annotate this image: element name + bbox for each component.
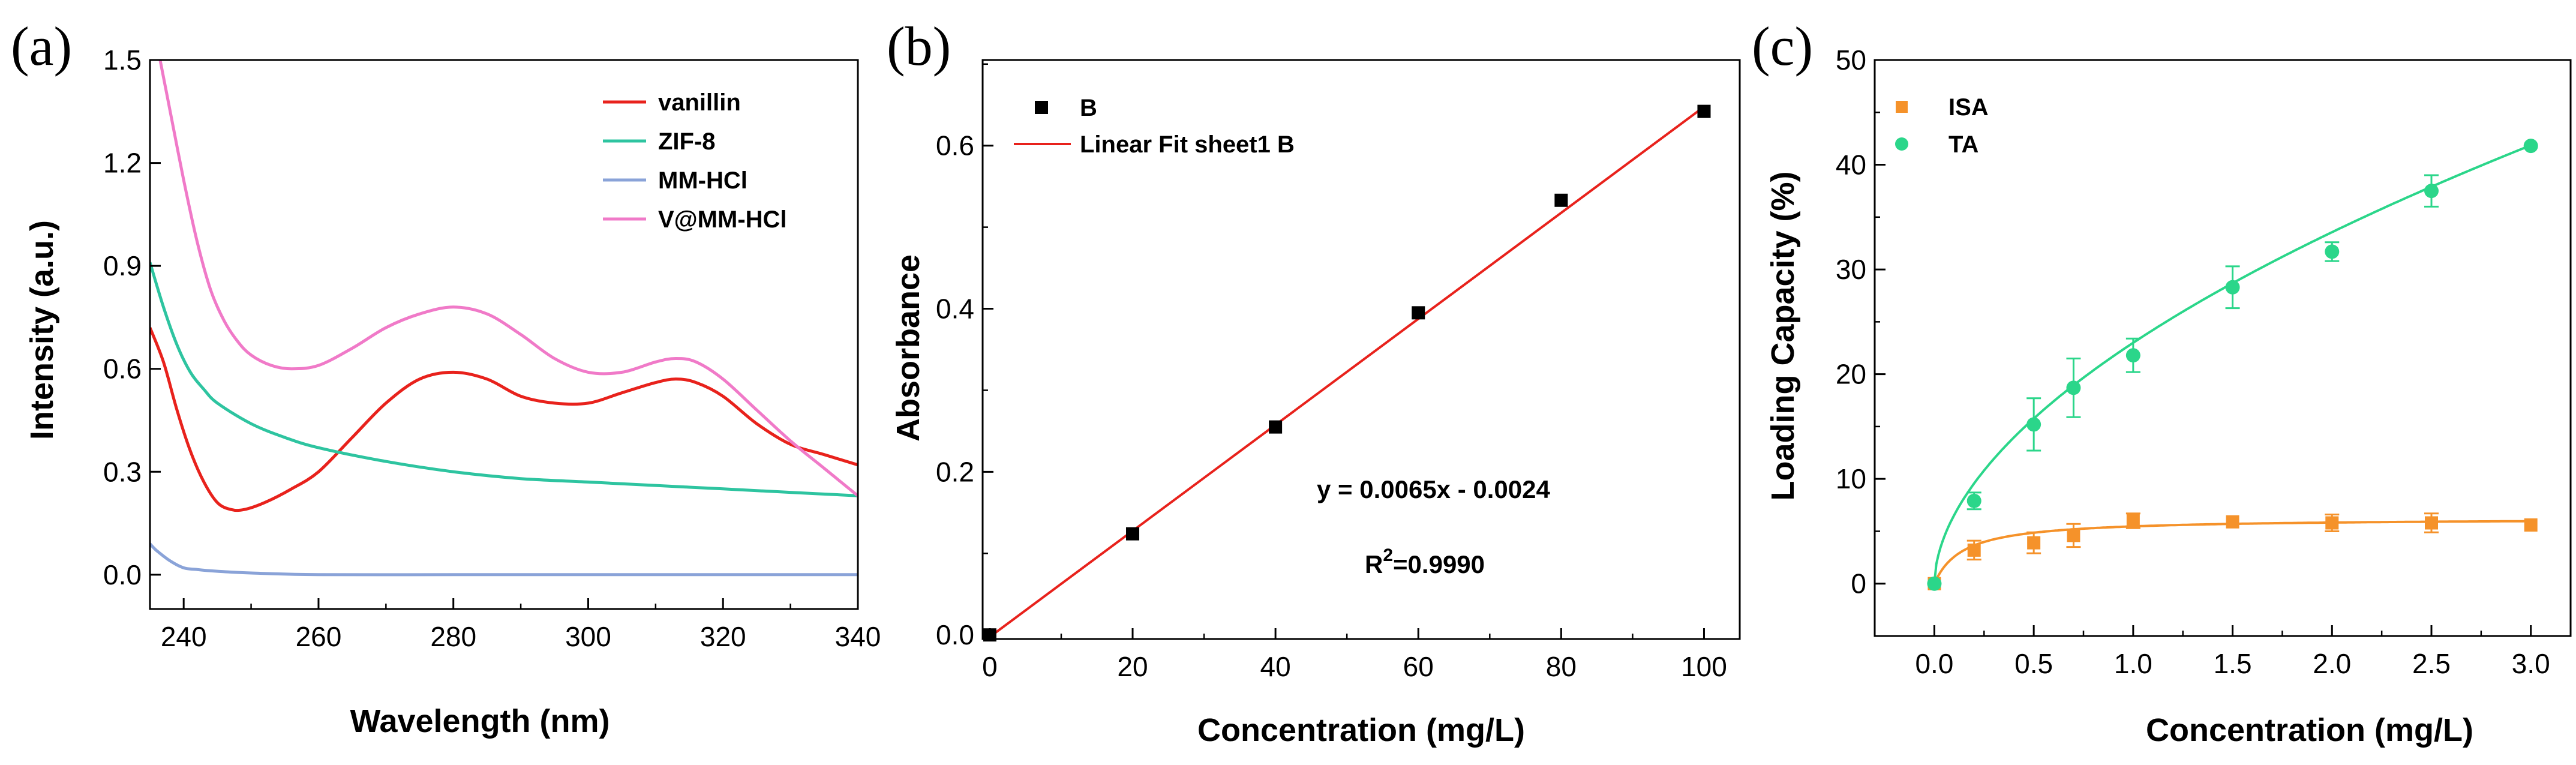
panel-c-ytick-label: 30 <box>1836 254 1866 285</box>
panel-c-xtick-label: 2.0 <box>2313 648 2351 679</box>
legend-label-a: vanillin <box>658 89 741 116</box>
fit-line <box>989 106 1705 638</box>
panel-c-xtick-label: 1.5 <box>2214 648 2252 679</box>
data-point-isa <box>2226 515 2239 529</box>
panel-a-xtick-label: 260 <box>296 621 342 652</box>
panel-c-ytick-label: 50 <box>1836 44 1866 76</box>
panel-c-xtick-label: 1.0 <box>2114 648 2152 679</box>
panel-a-ytick-label: 0.3 <box>103 456 142 487</box>
panel-a-ytick-label: 1.5 <box>103 44 142 76</box>
panel-a-ytick-label: 0.6 <box>103 353 142 385</box>
panel-a: (a) Intensity (a.u.) Wavelength (nm) 240… <box>11 16 881 739</box>
panel-a-ytick-label: 1.2 <box>103 148 142 179</box>
panel-a-xtick-label: 240 <box>161 621 207 652</box>
panel-b-ytick-label: 0.2 <box>936 456 974 487</box>
series-line-v-mm-hcl <box>158 60 858 497</box>
panel-b-xtick-label: 60 <box>1403 651 1434 682</box>
legend-label-a: ZIF-8 <box>658 128 716 155</box>
legend-label-a: V@MM-HCl <box>658 206 787 233</box>
data-point-isa <box>2126 514 2140 527</box>
panel-a-plot: 240 260 280 300 320 340 0.0 0.3 0.6 0.9 1.2 1.5 vani… <box>103 44 881 652</box>
data-point-ta <box>2523 139 2538 154</box>
panel-c-ytick-label: 40 <box>1836 149 1866 181</box>
panel-b-ylabel: Absorbance <box>890 254 926 442</box>
panel-b: (b) Absorbance Concentration (mg/L) 0 20 4… <box>887 16 1741 748</box>
legend-swatch-b <box>1035 101 1048 114</box>
panel-c-frame <box>1874 59 2572 637</box>
panel-a-xtick-label: 320 <box>700 621 746 652</box>
data-point-isa <box>1967 543 1981 557</box>
r-squared: R2=0.9990 <box>1365 545 1485 578</box>
panel-b-ytick-label: 0.0 <box>936 619 974 650</box>
panel-b-ytick-label: 0.4 <box>936 293 974 325</box>
data-point-b <box>1697 104 1711 118</box>
panel-a-ylabel: Intensity (a.u.) <box>24 220 60 440</box>
data-point-ta <box>2325 244 2340 259</box>
panel-b-plot: 0 20 40 60 80 100 0.0 0.2 0.4 0.6 B Linear Fit shee… <box>936 59 1741 682</box>
panel-b-xlabel: Concentration (mg/L) <box>1197 712 1525 748</box>
panel-c-label: (c) <box>1752 16 1813 77</box>
panel-c-ylabel: Loading Capacity (%) <box>1765 171 1801 500</box>
data-point-b <box>983 628 996 642</box>
legend-label-a: MM-HCl <box>658 167 747 194</box>
panel-b-xtick-label: 20 <box>1117 651 1148 682</box>
panel-b-xtick-label: 0 <box>982 651 998 682</box>
data-point-isa <box>2067 529 2080 542</box>
panel-c: (c) Loading Capacity (%) Concentration (… <box>1752 16 2572 748</box>
data-point-ta <box>1927 576 1942 591</box>
panel-b-frame <box>981 59 1741 640</box>
panel-a-xlabel: Wavelength (nm) <box>350 703 610 739</box>
panel-b-xtick-label: 100 <box>1681 651 1727 682</box>
panel-c-xtick-label: 3.0 <box>2512 648 2550 679</box>
panel-a-xtick-label: 280 <box>430 621 476 652</box>
panel-c-ytick-label: 20 <box>1836 359 1866 390</box>
panel-a-xtick-label: 340 <box>835 621 881 652</box>
panel-c-xtick-label: 0.5 <box>2014 648 2053 679</box>
panel-c-xtick-label: 0.0 <box>1915 648 1953 679</box>
data-point-b <box>1554 193 1568 207</box>
legend-swatch-c <box>1896 101 1908 113</box>
panel-c-plot: 0.0 0.5 1.0 1.5 2.0 2.5 3.0 0 10 20 30 40 50 ISA TA <box>1836 44 2572 679</box>
data-point-ta <box>2225 280 2240 295</box>
fit-equation: y = 0.0065x - 0.0024 <box>1317 475 1550 503</box>
panel-c-xtick-label: 2.5 <box>2412 648 2451 679</box>
fit-curve-isa <box>1933 520 2531 584</box>
panel-a-frame <box>149 59 859 610</box>
panel-a-series-group <box>150 60 858 577</box>
panel-a-ytick-label: 0.0 <box>103 559 142 590</box>
data-point-isa <box>2027 536 2041 550</box>
panel-a-label: (a) <box>11 16 72 77</box>
data-point-isa <box>2425 516 2438 530</box>
data-point-b <box>1126 527 1140 541</box>
panel-c-ytick-label: 0 <box>1851 568 1866 599</box>
data-point-ta <box>1966 493 1981 508</box>
panel-a-xtick-label: 300 <box>565 621 611 652</box>
panel-b-xtick-label: 80 <box>1546 651 1577 682</box>
series-line-vanillin <box>150 327 858 512</box>
data-point-ta <box>2026 417 2041 432</box>
panel-b-xtick-label: 40 <box>1260 651 1291 682</box>
panel-c-ytick-label: 10 <box>1836 463 1866 494</box>
data-point-b <box>1269 420 1283 434</box>
data-point-isa <box>2325 516 2339 530</box>
series-line-mm-hcl <box>150 542 858 577</box>
panel-c-xlabel: Concentration (mg/L) <box>2146 712 2473 748</box>
panel-b-label: (b) <box>887 16 951 77</box>
data-point-isa <box>2524 518 2538 532</box>
legend-label-fit: Linear Fit sheet1 B <box>1080 131 1295 158</box>
panel-b-ytick-label: 0.6 <box>936 130 974 161</box>
series-line-zif-8 <box>150 262 858 497</box>
legend-swatch-c <box>1895 137 1908 151</box>
legend-label-b: B <box>1080 95 1097 121</box>
legend-label-c: ISA <box>1948 94 1989 121</box>
legend-label-c: TA <box>1948 131 1978 158</box>
data-point-b <box>1412 306 1425 320</box>
data-point-ta <box>2125 348 2140 363</box>
data-point-ta <box>2424 184 2439 199</box>
data-point-ta <box>2066 380 2081 395</box>
panel-a-ytick-label: 0.9 <box>103 250 142 281</box>
